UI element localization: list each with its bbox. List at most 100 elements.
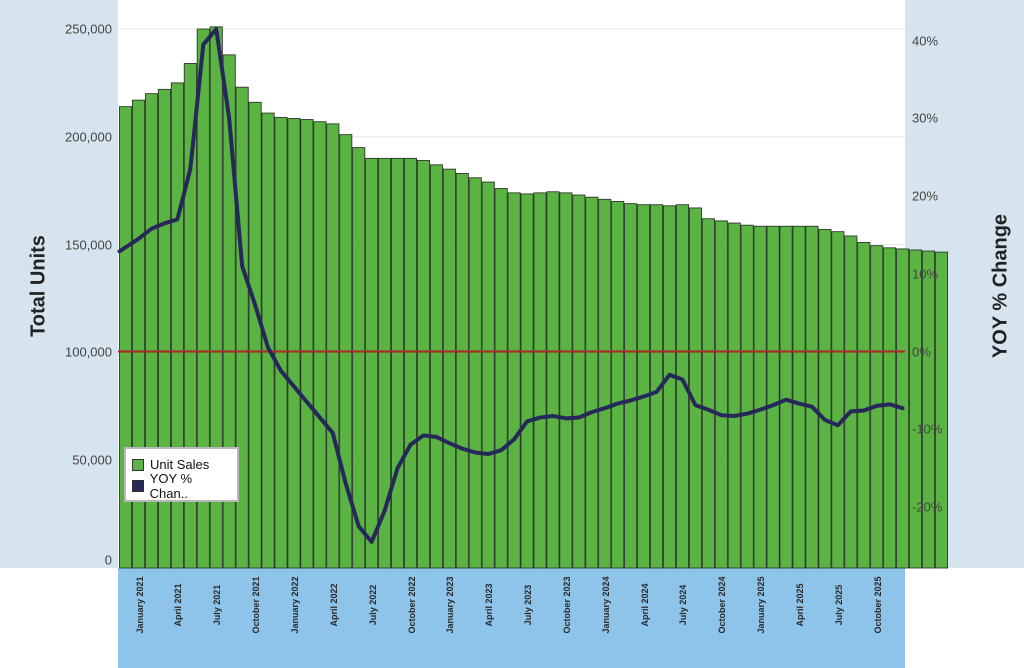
bar <box>844 235 858 569</box>
x-tick-label: April 2025 <box>795 583 805 627</box>
bar <box>183 63 197 569</box>
bar <box>507 192 521 569</box>
y2-tick-label: 20% <box>912 188 939 204</box>
x-tick-label: October 2021 <box>251 576 262 634</box>
bar <box>416 160 431 569</box>
bar <box>637 204 651 569</box>
legend: Unit Sales YOY % Chan.. <box>124 447 239 502</box>
bar <box>831 231 845 569</box>
y2-tick-label: 10% <box>912 266 939 282</box>
bar <box>818 229 832 569</box>
bar <box>740 224 754 569</box>
bar <box>662 205 677 569</box>
bar <box>572 194 586 569</box>
bar <box>792 225 806 569</box>
x-axis-panel <box>118 568 905 668</box>
y2-tick-label: 0% <box>912 344 931 359</box>
x-tick-label: October 2024 <box>717 576 728 634</box>
bar <box>934 251 948 569</box>
bar <box>455 172 469 569</box>
bar <box>300 119 314 569</box>
x-tick-label: October 2023 <box>561 576 572 634</box>
bar <box>261 112 275 569</box>
x-tick-label: April 2023 <box>484 583 495 627</box>
y2-tick-label: 30% <box>912 110 939 126</box>
bar <box>611 201 625 569</box>
x-tick-label: January 2024 <box>600 576 611 634</box>
bar <box>805 225 819 569</box>
bar <box>753 225 767 569</box>
bar <box>727 222 741 569</box>
bar <box>688 207 702 569</box>
legend-swatch-bar <box>132 458 144 471</box>
bar <box>429 164 443 569</box>
bar <box>468 177 482 569</box>
y2-tick-label: -20% <box>912 499 943 515</box>
bar <box>442 168 456 569</box>
bar <box>546 191 560 569</box>
legend-label-unit-sales: Unit Sales <box>150 457 210 472</box>
x-tick-label: January 2022 <box>289 576 300 634</box>
legend-entry-yoy: YOY % Chan.. <box>132 471 231 501</box>
x-tick-label: July 2021 <box>212 584 223 626</box>
bar <box>883 247 897 569</box>
bar <box>403 157 418 569</box>
bar <box>274 116 288 569</box>
yoy-line <box>117 27 905 544</box>
bar <box>248 101 262 569</box>
x-tick-label: July 2025 <box>833 584 844 626</box>
bar <box>287 118 301 569</box>
bar <box>598 198 612 569</box>
legend-swatch-line <box>132 479 144 492</box>
legend-entry-unit-sales: Unit Sales <box>132 454 231 475</box>
bar <box>714 220 728 569</box>
bar <box>766 225 780 569</box>
bar <box>559 192 573 569</box>
y-tick-label: 150,000 <box>65 237 112 253</box>
bar <box>533 192 547 569</box>
bar <box>209 26 223 569</box>
bar <box>196 28 210 569</box>
line-series <box>117 27 905 544</box>
y-tick-label: 250,000 <box>65 21 112 37</box>
bar <box>520 193 534 569</box>
bar <box>624 203 638 569</box>
y-tick-label: 100,000 <box>65 344 112 360</box>
x-tick-label: April 2022 <box>328 583 339 627</box>
x-tick-label: April 2024 <box>639 583 650 627</box>
y-tick-label: 0 <box>104 552 112 568</box>
bar <box>675 204 689 569</box>
bar <box>313 121 327 569</box>
bar <box>391 157 405 569</box>
legend-label-yoy: YOY % Chan.. <box>149 470 193 501</box>
y-tick-label: 200,000 <box>65 129 112 145</box>
x-tick-label: January 2023 <box>445 576 456 634</box>
bar <box>585 196 599 569</box>
x-tick-label: January 2025 <box>756 576 767 634</box>
y2-tick-label: 40% <box>912 33 939 49</box>
x-tick-label: October 2022 <box>406 576 417 634</box>
x-tick-label: July 2024 <box>678 584 689 626</box>
bar <box>222 54 236 569</box>
x-tick-label: July 2022 <box>367 584 378 626</box>
bar <box>921 250 936 569</box>
x-tick-label: January 2021 <box>134 576 145 634</box>
bar <box>378 157 392 569</box>
bar-series <box>119 26 948 569</box>
bar <box>494 188 508 569</box>
bar <box>909 249 923 569</box>
bar <box>481 181 495 569</box>
bar <box>857 241 871 569</box>
bar <box>326 123 340 569</box>
bar <box>779 225 793 569</box>
bar <box>701 218 715 569</box>
x-tick-label: October 2025 <box>872 576 883 634</box>
left-axis-panel <box>0 0 118 568</box>
bar <box>235 86 249 569</box>
y2-tick-label: -10% <box>912 421 943 437</box>
x-tick-label: July 2023 <box>523 584 534 626</box>
bar <box>352 147 366 569</box>
y-tick-label: 50,000 <box>72 452 112 468</box>
bar <box>365 157 379 569</box>
